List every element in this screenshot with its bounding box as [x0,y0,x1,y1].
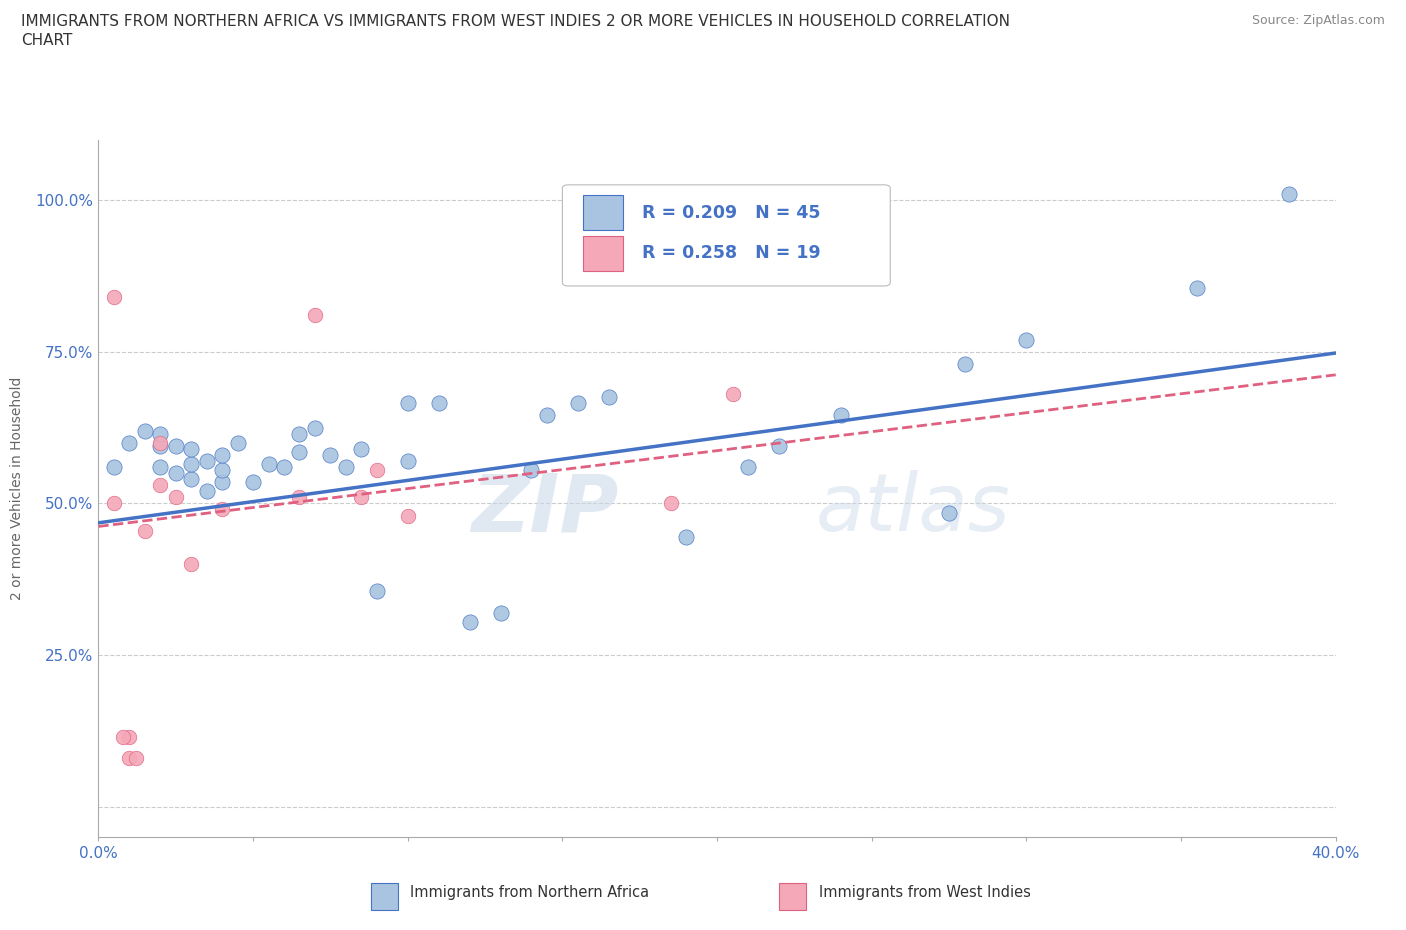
Point [396,454,419,469]
Point [520,462,543,477]
Point [112,729,135,744]
Point [721,387,744,402]
Point [195,484,218,498]
Point [149,478,172,493]
Point [567,396,589,411]
Y-axis label: 2 or more Vehicles in Household: 2 or more Vehicles in Household [10,377,24,600]
Point [211,474,233,489]
Point [103,290,125,305]
Point [195,454,218,469]
Point [335,459,357,474]
Point [165,490,187,505]
Text: R = 0.209   N = 45: R = 0.209 N = 45 [641,204,820,221]
Point [366,462,388,477]
Point [304,308,326,323]
Point [149,426,172,441]
Point [830,408,852,423]
Point [1185,281,1208,296]
Point [536,408,558,423]
Point [598,390,620,405]
Point [675,529,697,544]
FancyBboxPatch shape [779,884,806,910]
Point [103,496,125,511]
Point [165,466,187,481]
Point [737,459,759,474]
Point [396,396,419,411]
Point [149,438,172,453]
Point [489,605,512,620]
Point [659,496,682,511]
Point [118,729,141,744]
Point [304,420,326,435]
Point [118,435,141,450]
Point [1278,187,1301,202]
Point [180,457,202,472]
Point [211,447,233,462]
Point [242,474,264,489]
Text: ZIP: ZIP [471,471,619,548]
Point [180,557,202,572]
FancyBboxPatch shape [583,236,623,271]
Point [134,423,156,438]
Point [953,356,976,371]
Text: R = 0.258   N = 19: R = 0.258 N = 19 [641,245,820,262]
Point [396,508,419,523]
Point [226,435,249,450]
Point [938,505,960,520]
Point [350,442,373,457]
Point [149,459,172,474]
FancyBboxPatch shape [562,185,890,286]
Text: CHART: CHART [21,33,73,47]
Text: IMMIGRANTS FROM NORTHERN AFRICA VS IMMIGRANTS FROM WEST INDIES 2 OR MORE VEHICLE: IMMIGRANTS FROM NORTHERN AFRICA VS IMMIG… [21,14,1010,29]
FancyBboxPatch shape [371,884,398,910]
Point [273,459,295,474]
Point [350,490,373,505]
Point [366,584,388,599]
Text: atlas: atlas [815,471,1011,548]
Point [134,524,156,538]
Point [1015,332,1038,347]
Point [319,447,342,462]
Point [257,457,280,472]
Point [288,490,311,505]
Text: Source: ZipAtlas.com: Source: ZipAtlas.com [1251,14,1385,27]
Point [458,614,481,629]
Point [149,435,172,450]
Point [180,442,202,457]
Point [427,396,450,411]
Text: Immigrants from West Indies: Immigrants from West Indies [818,885,1031,900]
Point [211,462,233,477]
Point [124,751,146,765]
Point [165,438,187,453]
Point [180,472,202,486]
Point [288,445,311,459]
Point [211,502,233,517]
Point [768,438,790,453]
Point [288,426,311,441]
FancyBboxPatch shape [583,195,623,230]
Point [118,751,141,765]
Text: Immigrants from Northern Africa: Immigrants from Northern Africa [411,885,650,900]
Point [103,459,125,474]
